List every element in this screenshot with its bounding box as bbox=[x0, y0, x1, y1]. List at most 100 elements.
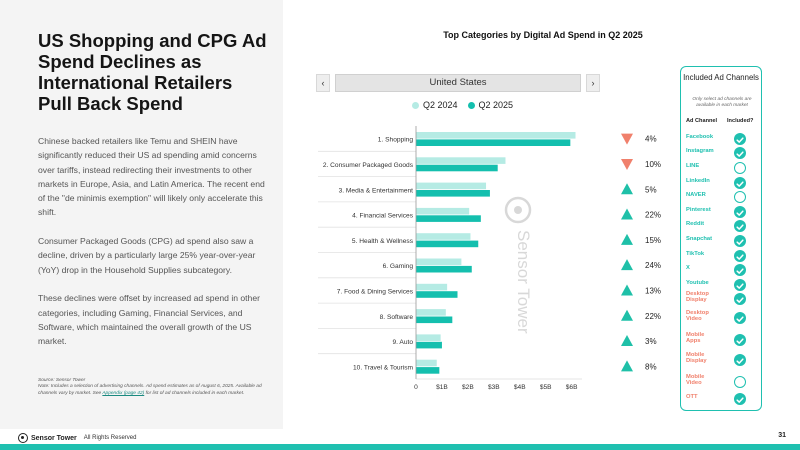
channel-name: Desktop Video bbox=[686, 310, 709, 323]
check-circle-icon bbox=[734, 146, 746, 159]
bar-q2-2025 bbox=[416, 164, 498, 172]
col-header-channel: Ad Channel bbox=[686, 118, 718, 124]
note-text: Note: Includes a selection of advertisin… bbox=[38, 384, 262, 396]
check-circle-icon bbox=[734, 333, 746, 346]
check-circle-icon bbox=[734, 311, 746, 324]
channel-name: Facebook bbox=[686, 134, 714, 140]
included-channels-panel: Included Ad Channels Only select ad chan… bbox=[680, 66, 762, 411]
footer-accent-strip bbox=[0, 444, 800, 450]
increase-arrow-icon bbox=[621, 183, 633, 195]
source-note: Source: Sensor Tower Note: Includes a se… bbox=[38, 378, 270, 397]
bar-q2-2024 bbox=[416, 309, 446, 316]
channel-name: Desktop Display bbox=[686, 291, 709, 304]
empty-circle-icon bbox=[734, 161, 746, 174]
legend-dot-q2-2024 bbox=[412, 101, 419, 109]
channel-name: Pinterest bbox=[686, 207, 711, 213]
bar-q2-2025 bbox=[416, 367, 440, 374]
channel-row: Mobile Display bbox=[681, 352, 761, 366]
channel-name: OTT bbox=[686, 394, 698, 400]
increase-arrow-icon bbox=[621, 335, 633, 347]
body-text: Chinese backed retailers like Temu and S… bbox=[38, 134, 270, 363]
col-header-included: Included? bbox=[727, 118, 754, 124]
sensor-tower-watermark: Sensor Tower bbox=[504, 196, 533, 334]
appendix-link[interactable]: Appendix (page 42) bbox=[102, 390, 145, 396]
check-circle-icon bbox=[734, 132, 746, 145]
legend-item-q2-2024[interactable]: Q2 2024 bbox=[412, 100, 458, 110]
market-dropdown[interactable]: United States bbox=[335, 74, 581, 92]
paragraph-1: Chinese backed retailers like Temu and S… bbox=[38, 136, 265, 218]
bar-q2-2024 bbox=[416, 334, 441, 341]
check-circle-icon bbox=[734, 234, 746, 247]
channel-name: Youtube bbox=[686, 280, 709, 286]
decrease-arrow-icon bbox=[621, 158, 633, 170]
category-label: 7. Food & Dining Services bbox=[337, 288, 414, 295]
legend-label-q2-2025: Q2 2025 bbox=[478, 100, 514, 110]
bar-q2-2025 bbox=[416, 265, 472, 273]
channel-row: OTT bbox=[681, 391, 761, 405]
check-circle-icon bbox=[734, 392, 746, 405]
chart-legend: Q2 2024 Q2 2025 bbox=[412, 100, 513, 110]
channel-name: LINE bbox=[686, 163, 700, 169]
x-tick-label: $4B bbox=[514, 384, 526, 391]
channel-row: Pinterest bbox=[681, 204, 761, 218]
channel-name: Snapchat bbox=[686, 236, 713, 242]
channel-name: Instagram bbox=[686, 148, 714, 154]
channel-name: Mobile Video bbox=[686, 374, 705, 387]
check-circle-icon bbox=[734, 205, 746, 218]
paragraph-3: These declines were offset by increased … bbox=[38, 293, 260, 347]
sensor-tower-logo-icon bbox=[18, 433, 28, 443]
bar-chart: 1. Shopping 2. Consumer Packaged Goods 3. … bbox=[318, 126, 582, 391]
yoy-change-label: 10% bbox=[645, 160, 661, 169]
legend-item-q2-2025[interactable]: Q2 2025 bbox=[467, 100, 514, 110]
channel-row: Instagram bbox=[681, 145, 761, 159]
empty-circle-icon bbox=[734, 375, 746, 388]
increase-arrow-icon bbox=[621, 208, 633, 220]
bar-q2-2024 bbox=[416, 283, 448, 291]
channel-row: Mobile Apps bbox=[681, 332, 761, 346]
prev-market-button[interactable]: ‹ bbox=[316, 74, 330, 92]
yoy-change-label: 24% bbox=[645, 261, 661, 270]
channels-panel-title: Included Ad Channels bbox=[683, 73, 759, 82]
yoy-change-label: 4% bbox=[645, 135, 657, 144]
check-circle-icon bbox=[734, 278, 746, 291]
category-label: 4. Financial Services bbox=[352, 213, 414, 220]
channel-row: Desktop Display bbox=[681, 291, 761, 305]
channels-panel-subtitle: Only select ad channels are available in… bbox=[692, 97, 752, 108]
watermark-logo-dot-icon bbox=[514, 206, 522, 214]
footer-brand-name: Sensor Tower bbox=[31, 434, 77, 442]
check-circle-icon bbox=[734, 176, 746, 189]
bar-q2-2025 bbox=[416, 341, 442, 349]
bar-q2-2024 bbox=[416, 207, 470, 215]
x-tick-label: $3B bbox=[488, 384, 500, 391]
x-tick-label: 0 bbox=[414, 384, 418, 391]
channel-row: LINE bbox=[681, 160, 761, 174]
x-tick-label: $6B bbox=[566, 384, 578, 391]
channel-row: Mobile Video bbox=[681, 374, 761, 388]
bar-q2-2025 bbox=[416, 291, 458, 298]
bar-q2-2025 bbox=[416, 139, 571, 146]
note-end: for list of ad channels included in each… bbox=[145, 390, 245, 396]
bar-q2-2025 bbox=[416, 215, 481, 222]
next-market-button[interactable]: › bbox=[586, 74, 600, 92]
channel-row: Youtube bbox=[681, 277, 761, 291]
empty-circle-icon bbox=[734, 190, 746, 203]
yoy-change-label: 5% bbox=[645, 185, 657, 194]
left-panel bbox=[0, 0, 283, 429]
yoy-change-label: 22% bbox=[645, 211, 661, 220]
source-footnote: Note: Includes a selection of advertisin… bbox=[38, 384, 270, 397]
category-label: 10. Travel & Tourism bbox=[353, 364, 413, 371]
x-tick-label: $2B bbox=[462, 384, 474, 391]
page-number: 31 bbox=[778, 432, 786, 439]
channel-row: Facebook bbox=[681, 131, 761, 145]
increase-arrow-icon bbox=[621, 309, 633, 321]
channel-row: X bbox=[681, 262, 761, 276]
check-circle-icon bbox=[734, 249, 746, 262]
chart-title: Top Categories by Digital Ad Spend in Q2… bbox=[443, 30, 643, 40]
paragraph-2: Consumer Packaged Goods (CPG) ad spend a… bbox=[38, 236, 256, 275]
bar-q2-2024 bbox=[416, 233, 471, 240]
bar-q2-2024 bbox=[416, 157, 506, 164]
channel-row: Desktop Video bbox=[681, 310, 761, 324]
channel-name: X bbox=[686, 265, 690, 271]
category-label: 5. Health & Wellness bbox=[352, 238, 414, 245]
channel-row: NAVER bbox=[681, 189, 761, 203]
